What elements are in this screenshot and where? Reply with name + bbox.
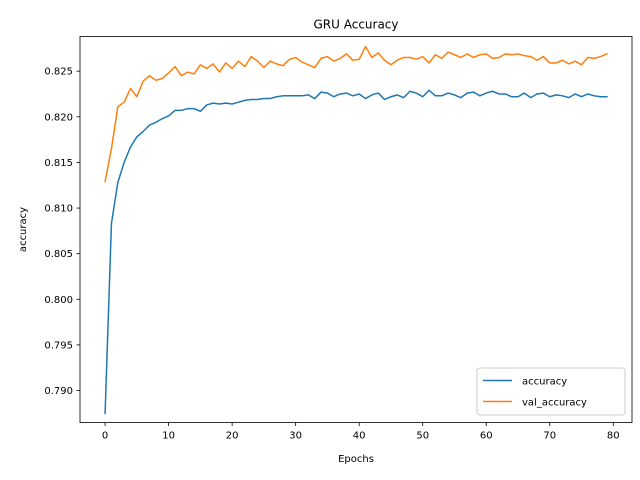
y-tick-label: 0.800 [44,295,73,306]
x-tick-label: 20 [226,431,239,442]
x-tick-label: 10 [162,431,175,442]
y-tick-label: 0.795 [44,340,73,351]
y-tick-label: 0.820 [44,112,73,123]
x-axis-ticks: 0 10 20 30 40 50 60 70 80 [102,422,620,442]
y-tick-label: 0.810 [44,204,73,215]
legend-label-val-accuracy: val_accuracy [522,398,587,409]
x-tick-label: 30 [289,431,302,442]
y-axis-ticks: 0.790 0.795 0.800 0.805 0.810 0.815 0.820 0.825 [44,67,80,397]
x-tick-label: 40 [353,431,366,442]
y-tick-label: 0.825 [44,67,73,78]
y-tick-label: 0.815 [44,158,73,169]
x-tick-label: 80 [607,431,620,442]
legend-frame [476,367,626,416]
x-tick-label: 0 [102,431,108,442]
y-tick-label: 0.805 [44,249,73,260]
x-tick-label: 60 [480,431,493,442]
plot-area-frame [79,36,633,423]
x-tick-label: 50 [416,431,429,442]
series-line-val-accuracy [104,45,608,183]
x-tick-label: 70 [543,431,556,442]
y-axis-label: accuracy [18,207,29,252]
x-axis-label: Epochs [338,454,374,465]
legend: accuracy val_accuracy [476,367,626,416]
y-tick-label: 0.790 [44,386,73,397]
plot-lines [104,45,608,415]
chart-title: GRU Accuracy [313,18,398,32]
legend-label-accuracy: accuracy [522,377,567,388]
series-line-accuracy [104,89,608,415]
